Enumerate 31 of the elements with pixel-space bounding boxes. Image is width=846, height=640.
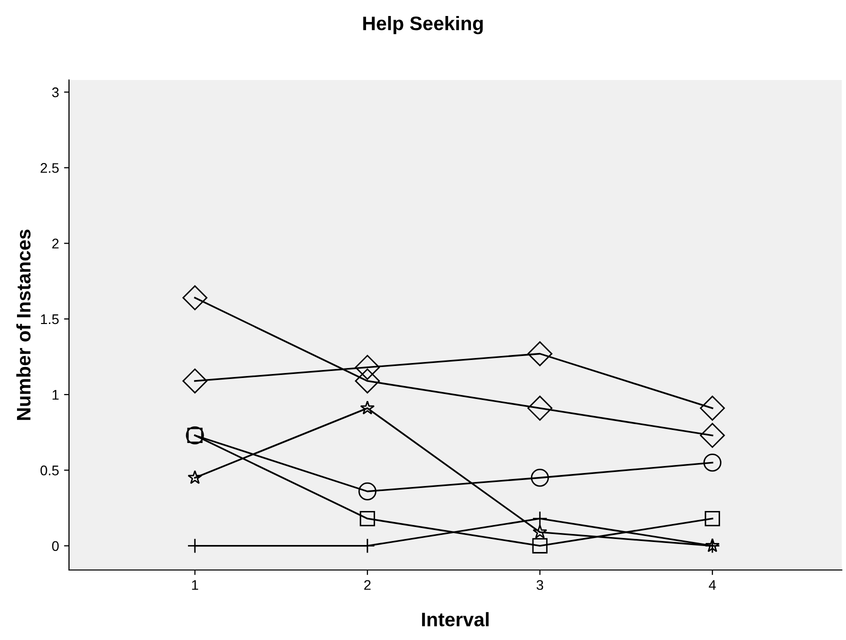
y-tick-label: 2.5	[40, 163, 59, 173]
y-tick-label: 1	[52, 390, 59, 400]
x-tick-label: 1	[192, 580, 198, 590]
point	[700, 422, 725, 448]
point	[358, 482, 376, 500]
point	[354, 354, 380, 380]
point	[532, 538, 548, 554]
x-tick-label: 3	[536, 580, 544, 590]
y-tick-label: 1.5	[41, 314, 59, 324]
point	[188, 470, 202, 484]
y-axis-title: Number of Instances	[16, 230, 31, 420]
point	[704, 510, 720, 526]
point	[360, 510, 376, 526]
point	[360, 400, 375, 414]
point	[703, 454, 722, 472]
point	[532, 524, 548, 539]
y-tick-label: 2	[52, 238, 59, 248]
y-tick-label: 0.5	[40, 466, 59, 476]
x-tick-label: 4	[708, 580, 716, 590]
x-tick-label: 2	[364, 580, 371, 590]
point	[700, 396, 725, 421]
x-axis-title: Interval	[422, 612, 489, 626]
y-tick-label: 3	[52, 87, 59, 98]
point	[182, 368, 208, 394]
chart-title: Help Seeking	[363, 16, 483, 34]
point	[354, 368, 380, 394]
y-tick-label: 0	[52, 541, 59, 551]
point	[530, 468, 549, 487]
point	[527, 396, 552, 421]
point	[182, 285, 208, 310]
point	[527, 341, 552, 366]
